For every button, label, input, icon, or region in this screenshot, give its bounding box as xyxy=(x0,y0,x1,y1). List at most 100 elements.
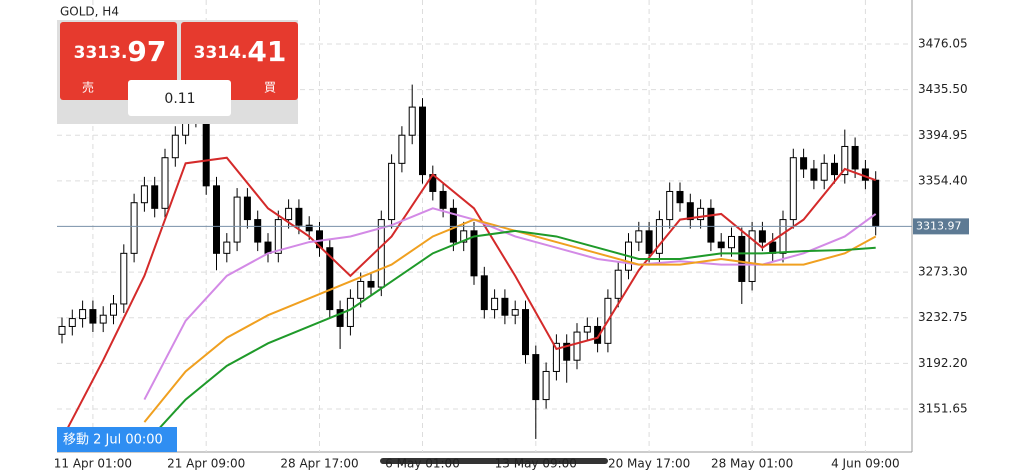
candle-body xyxy=(140,185,148,204)
candle-body xyxy=(491,297,499,311)
last-price-label: 3313.97 xyxy=(916,219,962,232)
candle-body xyxy=(707,207,715,243)
last-price-box xyxy=(913,218,969,235)
candle-body xyxy=(635,230,643,243)
candle-body xyxy=(223,241,231,254)
candle-body xyxy=(676,190,684,204)
candle-body xyxy=(449,207,457,243)
buy-label: 買 xyxy=(264,81,276,95)
candle-body xyxy=(563,342,571,361)
x-tick-label: 20 May 17:00 xyxy=(608,457,690,471)
candle-body xyxy=(841,145,849,176)
candle-body xyxy=(110,303,117,316)
sell-price-big: 97 xyxy=(127,35,166,68)
candle-body xyxy=(501,297,509,316)
candle-body xyxy=(594,325,602,344)
candle-body xyxy=(357,280,365,299)
spread: 0.11 xyxy=(164,91,195,107)
candle-body xyxy=(243,196,251,221)
candle-body xyxy=(738,235,746,282)
candle-body xyxy=(728,235,735,249)
candle-body xyxy=(79,309,87,320)
x-tick-label: 28 May 01:00 xyxy=(711,457,793,471)
x-tick-label: 6 May 01:00 xyxy=(385,457,460,471)
y-tick-label: 3232.75 xyxy=(918,310,968,324)
candle-body xyxy=(233,196,241,243)
y-tick-label: 3394.95 xyxy=(918,128,968,142)
candle-body xyxy=(68,318,76,327)
sell-price-main: 3313. xyxy=(74,43,128,63)
y-tick-label: 3192.20 xyxy=(918,356,968,370)
candle-body xyxy=(573,331,581,361)
candle-body xyxy=(264,241,272,254)
candle-body xyxy=(439,190,447,209)
candle-body xyxy=(202,117,210,187)
candle-body xyxy=(120,252,128,305)
buy-price-main: 3314. xyxy=(194,43,248,63)
candle-body xyxy=(542,370,550,401)
candle-body xyxy=(872,179,880,227)
candle-body xyxy=(377,219,385,288)
candle-body xyxy=(789,157,797,221)
candle-body xyxy=(305,224,313,232)
x-tick-label: 21 Apr 09:00 xyxy=(167,457,245,471)
x-tick-label: 13 May 09:00 xyxy=(495,457,577,471)
candle-body xyxy=(717,241,725,249)
candle-body xyxy=(480,275,488,311)
candle-body xyxy=(285,207,293,221)
candle-body xyxy=(254,219,262,243)
moving-average xyxy=(143,218,877,423)
candle-body xyxy=(851,145,859,170)
nav-label: 移動 2 Jul 00:00 xyxy=(63,433,163,448)
candle-body xyxy=(419,106,426,176)
moving-average xyxy=(143,207,877,401)
candle-body xyxy=(758,230,766,243)
candle-body xyxy=(686,202,694,221)
candle-body xyxy=(408,106,416,136)
candle-body xyxy=(511,309,519,316)
candle-body xyxy=(367,280,375,288)
candle-body xyxy=(552,342,560,372)
candle-body xyxy=(171,134,179,159)
y-tick-label: 3354.40 xyxy=(918,173,968,187)
candle-body xyxy=(748,230,756,282)
symbol-title: GOLD, H4 xyxy=(60,5,119,19)
spread-box xyxy=(128,80,231,116)
moving-average xyxy=(143,229,876,446)
plot xyxy=(57,0,912,452)
candle-body xyxy=(336,309,344,327)
candle-body xyxy=(810,168,818,181)
x-tick-label: 11 Apr 01:00 xyxy=(54,457,132,471)
scrollbar[interactable] xyxy=(380,458,608,464)
y-tick-label: 3476.05 xyxy=(918,37,968,51)
candle-body xyxy=(861,168,869,181)
moving-average xyxy=(61,156,877,440)
candle-body xyxy=(89,309,97,324)
nav-button[interactable] xyxy=(57,427,177,452)
candle-body xyxy=(614,269,622,299)
buy-price: 3314.41 xyxy=(194,35,287,68)
y-tick-label: 3435.50 xyxy=(918,82,968,96)
candle-body xyxy=(388,162,396,221)
candle-body xyxy=(800,157,808,170)
sell-price: 3313.97 xyxy=(74,35,167,68)
x-tick-label: 28 Apr 17:00 xyxy=(280,457,358,471)
candle-body xyxy=(522,309,529,356)
candle-body xyxy=(460,230,468,243)
candle-body xyxy=(346,297,354,327)
candle-body xyxy=(398,134,406,164)
candle-body xyxy=(779,219,787,254)
candle-body xyxy=(151,185,159,209)
sell-label: 売 xyxy=(82,80,94,95)
x-tick-label: 4 Jun 09:00 xyxy=(831,457,900,471)
candle-body xyxy=(295,207,303,226)
candle-body xyxy=(697,207,705,221)
y-tick-label: 3151.65 xyxy=(918,401,968,415)
candle-body xyxy=(769,241,777,254)
candle-body xyxy=(645,230,653,254)
candle-body xyxy=(58,325,66,335)
candle-body xyxy=(213,185,220,254)
candle-body xyxy=(130,202,138,254)
buy-price-big: 41 xyxy=(247,35,286,68)
